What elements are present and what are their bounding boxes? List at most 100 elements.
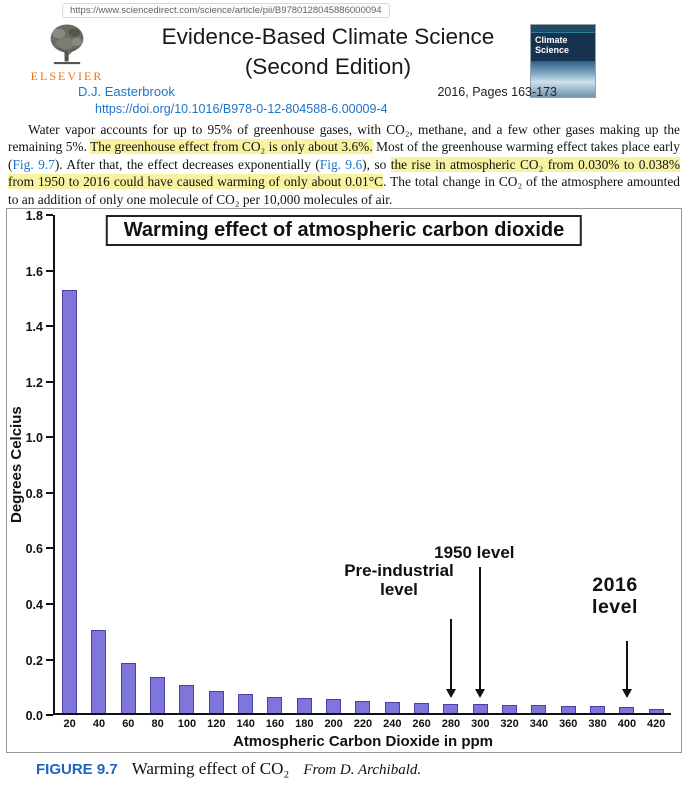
- x-tick-label: 180: [295, 718, 314, 731]
- x-axis-ticks: 20 40 60 80 100 120 140 160 180 200 220 240 260 280 30…: [55, 715, 671, 730]
- bar-slot: [612, 215, 641, 714]
- bar-slot: [495, 215, 524, 714]
- elsevier-logo[interactable]: ELSEVIER: [8, 22, 126, 84]
- bars: [55, 215, 671, 714]
- doi-link[interactable]: https://doi.org/10.1016/B978-0-12-804588…: [95, 102, 388, 116]
- bar-slot: [290, 215, 319, 714]
- x-tick-label: 420: [647, 718, 666, 731]
- x-tick-label: 200: [324, 718, 343, 731]
- book-cover-thumbnail[interactable]: Climate Science: [530, 24, 596, 98]
- bar-260: [414, 703, 430, 714]
- y-tick-label: 0.6: [25, 542, 43, 557]
- bar-420: [648, 709, 664, 714]
- y-tick-label: 0.0: [25, 709, 43, 724]
- bar-slot: [407, 215, 436, 714]
- book-title: Evidence-Based Climate Science (Second E…: [161, 24, 495, 79]
- bar-200: [326, 699, 342, 714]
- figure-caption-text: Warming effect of CO₂: [131, 759, 290, 779]
- bar-80: [150, 677, 166, 714]
- bar-slot: [466, 215, 495, 714]
- x-tick-label: 220: [353, 718, 373, 731]
- bar-slot: [55, 215, 84, 714]
- annotation-label: 1950 level: [434, 543, 515, 563]
- body-text: . The total change in CO₂ of the atmosph…: [8, 174, 680, 207]
- y-tick-label: 1.0: [25, 431, 43, 446]
- x-tick-label: 160: [265, 718, 285, 731]
- bar-slot: [114, 215, 143, 714]
- bar-slot: [84, 215, 113, 714]
- y-tick-mark: [46, 325, 53, 328]
- figure-9-7: Warming effect of atmospheric carbon dio…: [6, 208, 682, 754]
- bar-400: [619, 707, 635, 714]
- bar-320: [502, 704, 518, 714]
- body-text: Most of the greenhouse warming effect ta…: [8, 139, 680, 172]
- annotations: Pre-industrial level 1950 level 2016 level: [55, 215, 671, 713]
- y-axis-label: Degrees Celcius: [8, 406, 25, 524]
- bar-slot: [231, 215, 260, 714]
- body-text: ), so: [362, 156, 391, 172]
- bar-slot: [524, 215, 553, 714]
- x-tick-label: 360: [559, 718, 578, 731]
- figure-reference-link[interactable]: Fig. 9.6: [319, 156, 363, 172]
- bar-220: [355, 700, 371, 714]
- x-tick-label: 140: [236, 718, 255, 731]
- bar-340: [531, 705, 547, 714]
- figure-attribution: From D. Archibald.: [303, 762, 422, 779]
- bar-140: [238, 693, 254, 714]
- y-tick-mark: [46, 269, 53, 272]
- author-link[interactable]: D.J. Easterbrook: [78, 84, 175, 99]
- bar-slot: [583, 215, 612, 714]
- page-url: https://www.sciencedirect.com/science/ar…: [62, 3, 390, 18]
- y-tick-label: 1.6: [25, 264, 43, 279]
- meta-row: D.J. Easterbrook 2016, Pages 163-173: [0, 84, 688, 100]
- x-tick-label: 100: [177, 718, 197, 731]
- figure-caption: FIGURE 9.7 Warming effect of CO₂ From D. A…: [36, 759, 688, 779]
- y-tick-mark: [46, 380, 53, 383]
- y-tick-mark: [46, 658, 53, 661]
- figure-reference-link[interactable]: Fig. 9.7: [12, 156, 55, 172]
- annotation-label: 2016 level: [592, 574, 638, 618]
- bar-300: [472, 704, 488, 714]
- cover-photo: [531, 61, 595, 97]
- article-header: ELSEVIER Evidence-Based Climate Science …: [0, 18, 688, 98]
- bar-slot: [378, 215, 407, 714]
- y-tick-mark: [46, 491, 53, 494]
- article-paragraph: Water vapor accounts for up to 95% of gr…: [8, 121, 680, 208]
- bar-slot: [202, 215, 231, 714]
- bar-240: [384, 702, 400, 714]
- down-arrow-icon: [450, 619, 452, 690]
- bar-slot: [143, 215, 172, 714]
- bar-slot: [260, 215, 289, 714]
- bar-20: [62, 289, 78, 714]
- y-tick-label: 0.8: [25, 486, 43, 501]
- y-tick-mark: [46, 214, 53, 217]
- x-tick-label: 280: [441, 718, 461, 731]
- publication-info: 2016, Pages 163-173: [437, 85, 557, 99]
- x-tick-label: 120: [207, 718, 226, 731]
- x-tick-label: 60: [122, 718, 135, 731]
- bar-slot: [172, 215, 201, 714]
- y-axis-ticks: 1.8 1.6 1.4 1.2 1.0 0.8 0.6 0.4 0.2 0.0: [25, 209, 53, 723]
- bar-slot: [348, 215, 377, 714]
- y-tick-label: 1.4: [25, 320, 43, 335]
- down-arrow-icon: [479, 567, 482, 690]
- page-url-text: https://www.sciencedirect.com/science/ar…: [70, 5, 382, 16]
- y-tick-mark: [46, 436, 53, 439]
- bar-40: [91, 630, 107, 714]
- bar-180: [296, 697, 312, 714]
- bar-slot: [554, 215, 583, 714]
- annotation-label: Pre-industrial level: [344, 561, 454, 600]
- y-tick-label: 1.8: [25, 209, 43, 224]
- x-tick-label: 260: [412, 718, 431, 731]
- plot-area: Pre-industrial level 1950 level 2016 level: [53, 215, 671, 716]
- chart-title: Warming effect of atmospheric carbon dio…: [105, 215, 583, 247]
- bar-120: [208, 690, 224, 714]
- bar-slot: [319, 215, 348, 714]
- title-area: Evidence-Based Climate Science (Second E…: [126, 18, 530, 82]
- bar-280: [443, 703, 459, 714]
- down-arrow-icon: [625, 641, 628, 690]
- body-text: Water vapor accounts for up to 95% of gr…: [8, 122, 680, 155]
- bar-100: [179, 685, 195, 714]
- bar-360: [560, 706, 576, 714]
- bar-60: [120, 663, 136, 714]
